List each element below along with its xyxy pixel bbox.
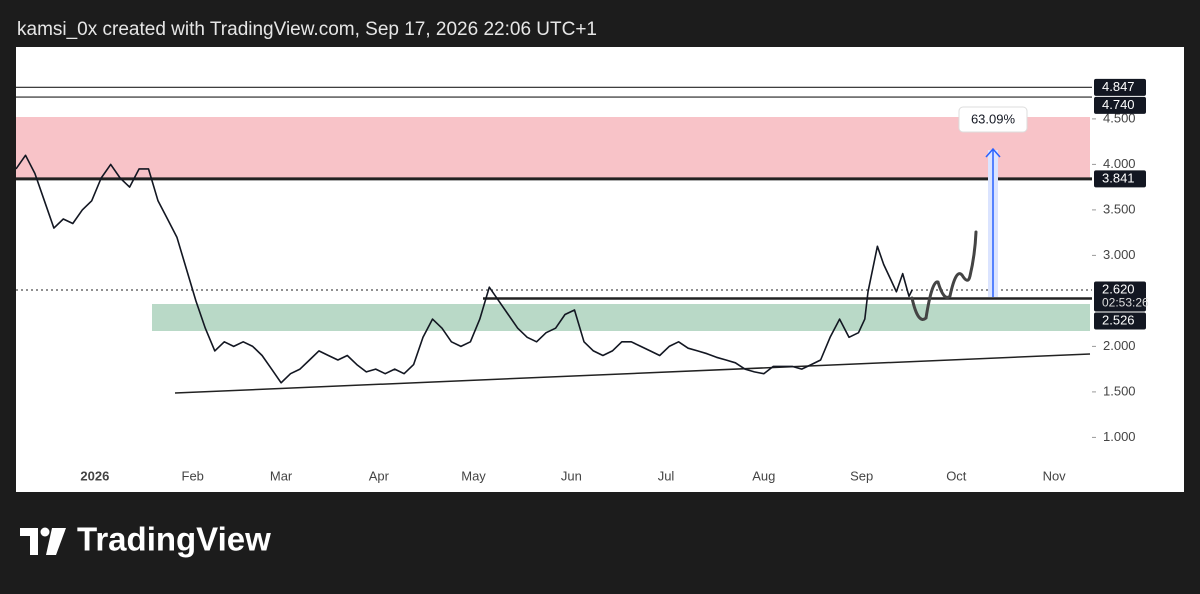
x-tick-label: Feb: [182, 468, 204, 483]
price-tag: [1094, 281, 1146, 312]
support-zone: [152, 304, 1090, 331]
measure-arrow-head: [985, 147, 1001, 158]
y-tick-label: 1.500: [1103, 383, 1136, 398]
x-tick-label: Aug: [752, 468, 775, 483]
annotation-box: [958, 106, 1028, 133]
x-tick-label: Nov: [1043, 468, 1067, 483]
price-tag: [1094, 312, 1146, 330]
projection-path: [910, 230, 978, 321]
y-tick-label: 4.500: [1103, 110, 1136, 125]
x-tick-label: Jul: [658, 468, 675, 483]
x-tick-label: 2026: [80, 468, 109, 483]
y-tick-label: 3.500: [1103, 201, 1136, 216]
logo: [20, 527, 66, 555]
price-line: [15, 154, 913, 384]
y-tick-label: 3.000: [1103, 247, 1136, 262]
price-tag-label: 4.740: [1102, 97, 1135, 112]
price-tag-label: 2.526: [1102, 312, 1135, 327]
price-tag-label: 4.847: [1102, 79, 1135, 94]
price-tag: [1094, 170, 1146, 188]
x-tick-label: Sep: [850, 468, 873, 483]
x-tick-label: Oct: [946, 468, 967, 483]
logo-mark: [20, 528, 38, 555]
header: kamsi_0x created with TradingView.com, S…: [17, 19, 597, 40]
price-tag-label: 3.841: [1102, 170, 1135, 185]
x-tick-label: Jun: [561, 468, 582, 483]
trend-line: [174, 353, 1091, 394]
brand: TradingView: [77, 521, 271, 558]
logo-mark: [46, 528, 66, 555]
logo-dot: [40, 527, 50, 537]
price-tag: [1094, 96, 1146, 114]
resistance-zone: [16, 117, 1090, 178]
price-tag: [1094, 78, 1146, 96]
x-tick-label: Mar: [270, 468, 293, 483]
price-tag-label: 2.620: [1102, 281, 1135, 296]
y-tick-label: 2.000: [1103, 338, 1136, 353]
countdown: 02:53:26: [1102, 296, 1149, 310]
annotation: 63.09%: [971, 111, 1016, 126]
y-tick-label: 4.000: [1103, 156, 1136, 171]
y-tick-label: 1.000: [1103, 429, 1136, 444]
x-tick-label: Apr: [369, 468, 390, 483]
x-tick-label: May: [461, 468, 486, 483]
